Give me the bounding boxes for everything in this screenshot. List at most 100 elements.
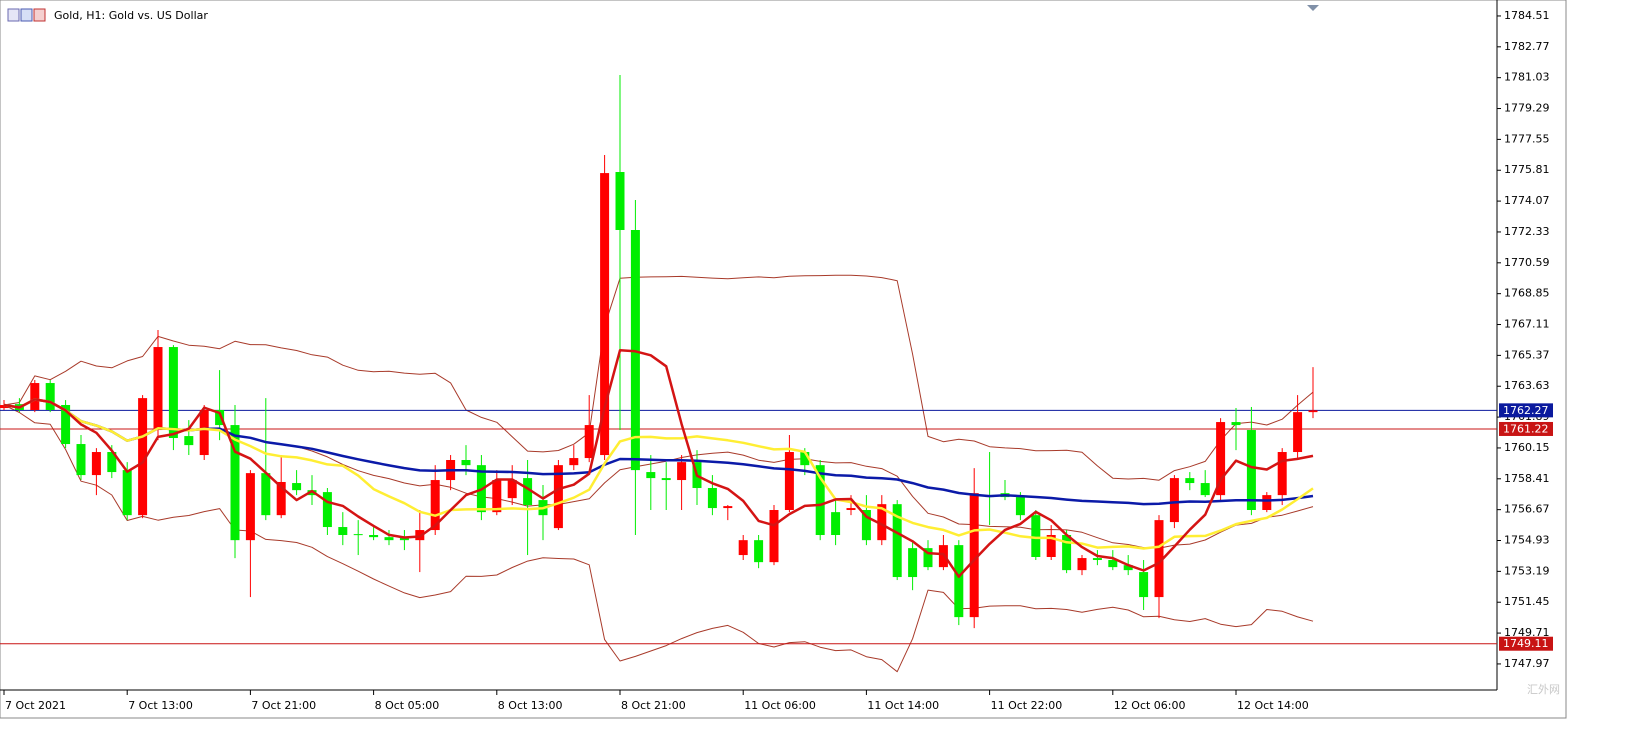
candle-body — [138, 398, 148, 516]
y-tick-label: 1754.93 — [1504, 534, 1550, 547]
candle-body — [184, 436, 194, 446]
y-tick-label: 1765.37 — [1504, 348, 1550, 361]
candle-body — [646, 472, 656, 479]
candle-body — [153, 347, 163, 431]
price-level-label: 1761.22 — [1503, 422, 1549, 435]
candle-body — [215, 409, 225, 426]
x-tick-label: 8 Oct 05:00 — [375, 699, 440, 712]
x-tick-label: 11 Oct 06:00 — [744, 699, 816, 712]
y-tick-label: 1784.51 — [1504, 9, 1550, 22]
candle-body — [1062, 535, 1072, 571]
candle-body — [1108, 560, 1118, 568]
candle-body — [307, 490, 317, 496]
candle-body — [91, 452, 101, 476]
candle-body — [1277, 452, 1287, 496]
candle-body — [769, 510, 779, 563]
candle-body — [1231, 422, 1241, 426]
y-tick-label: 1760.15 — [1504, 441, 1550, 454]
y-tick-label: 1756.67 — [1504, 503, 1550, 516]
moving-average — [3, 398, 1314, 550]
candle-body — [1139, 572, 1149, 598]
moving-average — [3, 398, 1314, 506]
candle-body — [353, 534, 363, 536]
candle-body — [461, 460, 471, 466]
candle-body — [1216, 422, 1226, 496]
candle-body — [738, 540, 748, 556]
candle-body — [322, 492, 332, 528]
candle-body — [831, 512, 841, 536]
x-tick-label: 12 Oct 14:00 — [1237, 699, 1309, 712]
price-level-label: 1762.27 — [1503, 404, 1549, 417]
shift-marker — [1307, 5, 1319, 11]
candle-body — [600, 173, 610, 456]
candle-body — [245, 473, 255, 541]
y-tick-label: 1781.03 — [1504, 71, 1550, 84]
watermark: 汇外网 — [1527, 683, 1560, 696]
y-tick-label: 1774.07 — [1504, 194, 1550, 207]
candle-body — [107, 452, 117, 473]
x-tick-label: 7 Oct 13:00 — [128, 699, 193, 712]
candle-body — [1185, 478, 1195, 484]
y-tick-label: 1772.33 — [1504, 225, 1550, 238]
candle-body — [230, 425, 240, 541]
y-tick-label: 1767.11 — [1504, 318, 1550, 331]
candle-body — [0, 405, 9, 409]
candle-body — [800, 452, 810, 466]
candle-body — [1308, 410, 1318, 413]
candle-body — [815, 465, 825, 536]
chart-frame — [0, 0, 1567, 719]
candle-body — [1046, 535, 1056, 558]
candle-body — [507, 480, 517, 499]
candle-body — [199, 409, 209, 456]
x-tick-label: 8 Oct 21:00 — [621, 699, 686, 712]
candle-body — [292, 483, 302, 491]
candle-body — [569, 458, 579, 466]
candle-body — [584, 425, 594, 459]
y-tick-label: 1751.45 — [1504, 595, 1550, 608]
candle-body — [707, 488, 717, 509]
price-level-box — [1499, 403, 1553, 418]
bollinger-lower — [3, 404, 1314, 673]
y-tick-label: 1747.97 — [1504, 657, 1550, 670]
y-tick-label: 1777.55 — [1504, 132, 1550, 145]
candle-body — [1015, 497, 1025, 516]
candle-body — [338, 527, 348, 536]
candle-body — [45, 383, 55, 410]
candle-body — [954, 545, 964, 618]
candle-body — [877, 504, 887, 541]
candle-body — [1293, 412, 1303, 453]
y-tick-label: 1775.81 — [1504, 163, 1550, 176]
chart-title: Gold, H1: Gold vs. US Dollar — [54, 9, 208, 22]
x-tick-label: 7 Oct 2021 — [5, 699, 66, 712]
y-tick-label: 1782.77 — [1504, 40, 1550, 53]
x-tick-label: 12 Oct 06:00 — [1114, 699, 1186, 712]
y-tick-label: 1779.29 — [1504, 102, 1550, 115]
candle-body — [923, 548, 933, 568]
candle-body — [892, 504, 902, 578]
candle-body — [122, 470, 132, 516]
candle-body — [723, 506, 733, 509]
candle-body — [969, 493, 979, 618]
y-tick-label: 1753.19 — [1504, 564, 1550, 577]
candle-body — [1031, 515, 1041, 558]
candle-body — [1246, 430, 1256, 511]
y-tick-label: 1770.59 — [1504, 256, 1550, 269]
candle-body — [846, 508, 856, 511]
candle-body — [168, 347, 178, 439]
candle-body — [76, 444, 86, 476]
candle-body — [492, 480, 502, 513]
candle-body — [30, 383, 40, 410]
y-tick-label: 1763.63 — [1504, 379, 1550, 392]
candle-body — [276, 481, 286, 516]
candle-body — [369, 535, 379, 538]
candle-body — [754, 540, 764, 563]
candle-body — [430, 480, 440, 531]
candle-body — [908, 548, 918, 578]
candle-body — [261, 473, 271, 516]
price-level-label: 1749.11 — [1503, 637, 1549, 650]
x-tick-label: 11 Oct 14:00 — [867, 699, 939, 712]
x-tick-label: 7 Oct 21:00 — [251, 699, 316, 712]
bollinger-upper — [3, 274, 1314, 481]
